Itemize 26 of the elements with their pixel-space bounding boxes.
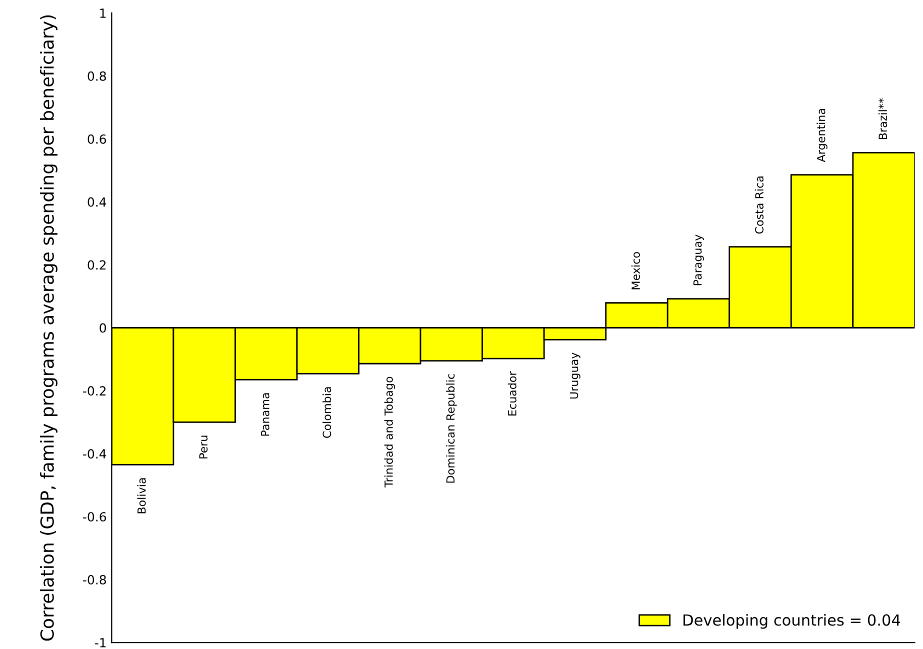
y-tick-label: -0.6 (83, 512, 106, 522)
x-tick-label: Dominican Republic (446, 374, 457, 483)
x-tick-label: Brazil** (878, 98, 888, 140)
y-tick-label: 0.2 (88, 260, 106, 270)
x-tick-label: Uruguay (570, 352, 580, 399)
x-tick-label: Trinidad and Tobago (384, 376, 396, 488)
x-tick-label: Mexico (631, 252, 640, 290)
y-tick-label: 0.4 (88, 197, 106, 207)
y-tick-label: 0 (100, 323, 106, 333)
y-tick-label: 0.6 (88, 134, 106, 144)
x-tick-label: Colombia (322, 387, 332, 438)
x-tick-label: Argentina (816, 108, 828, 162)
x-tick-label: Panama (261, 393, 270, 436)
y-tick-label: -0.2 (83, 386, 106, 396)
x-tick-label: Paraguay (693, 234, 704, 286)
y-tick-label: -0.4 (83, 449, 106, 459)
x-tick-label: Ecuador (508, 371, 516, 416)
x-tick-label: Costa Rica (754, 176, 764, 234)
y-tick-label: 1 (100, 8, 106, 18)
legend-label: Developing countries = 0.04 (684, 614, 900, 629)
y-tick-label: -1 (94, 638, 106, 648)
x-tick-label: Peru (199, 436, 208, 458)
y-axis-title: Correlation (GDP, family programs average spending per beneficiary) (40, 15, 58, 641)
y-tick-label: 0.8 (88, 71, 106, 81)
y-tick-label: -0.8 (83, 575, 106, 584)
x-tick-label: Bolivia (137, 478, 146, 514)
